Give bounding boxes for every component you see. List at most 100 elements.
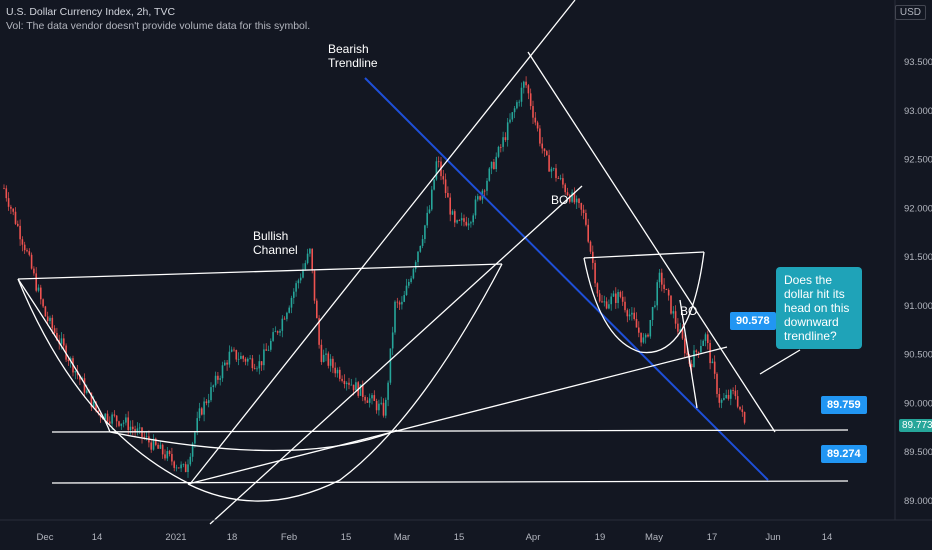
candle-body — [550, 168, 553, 172]
candle-body — [74, 370, 77, 373]
x-tick-label: Feb — [281, 532, 297, 543]
candle-body — [408, 281, 410, 286]
candle-body — [336, 369, 339, 374]
candle-body — [104, 413, 106, 420]
bullish-channel-label: Bullish Channel — [253, 229, 298, 257]
currency-button[interactable]: USD — [894, 5, 926, 20]
candle-body — [398, 302, 401, 305]
candle-body — [686, 353, 688, 355]
candle-body — [495, 156, 497, 170]
candle-body — [562, 178, 564, 185]
price-label-tag-2: 89.759 — [821, 396, 867, 414]
candle-body — [504, 137, 507, 140]
candle-body — [60, 338, 63, 344]
candle-body — [67, 359, 70, 362]
candle-body — [364, 396, 366, 401]
breakout-label-1: BO — [551, 193, 569, 207]
candle-body — [421, 239, 424, 246]
candle-body — [187, 464, 189, 473]
candle-body — [122, 422, 125, 424]
candle-body — [658, 272, 661, 283]
candle-body — [30, 254, 33, 269]
candle-body — [304, 263, 307, 270]
candle-body — [302, 269, 304, 278]
x-tick-label: 18 — [227, 532, 238, 543]
candle-body — [173, 461, 175, 468]
candle-body — [527, 85, 530, 94]
candle-body — [483, 190, 486, 192]
candle-body — [684, 338, 686, 354]
candle-body — [12, 208, 14, 212]
candle-body — [702, 340, 704, 346]
candle-body — [417, 251, 419, 263]
candle-body — [624, 301, 626, 311]
candle-body — [566, 192, 569, 196]
cup-outer-arc — [17, 278, 191, 485]
candle-body — [97, 410, 100, 414]
candle-body — [53, 328, 56, 334]
candle-body — [132, 426, 134, 430]
candle-body — [253, 368, 256, 369]
candle-body — [207, 400, 210, 404]
candle-body — [226, 362, 228, 365]
candle-body — [293, 291, 295, 298]
candle-body — [670, 295, 672, 314]
x-tick-label: Dec — [37, 532, 54, 543]
y-tick-label: 90.500 — [904, 350, 932, 361]
candle-body — [166, 451, 169, 459]
candle-body — [7, 198, 10, 207]
last-price-tag: 89.773 — [899, 419, 932, 432]
candle-body — [198, 408, 201, 419]
candle-body — [35, 273, 37, 291]
x-axis: Dec 14 2021 18 Feb 15 Mar 15 Apr 19 May 17 Jun 14 — [0, 519, 932, 543]
candle-body — [559, 178, 562, 179]
rising-trendline — [187, 346, 728, 485]
callout-line3: head on this — [784, 301, 850, 315]
callout-line5: trendline? — [784, 329, 837, 343]
candle-body — [237, 358, 240, 360]
candle-body — [274, 331, 277, 333]
candle-body — [113, 414, 116, 416]
support-line-89759 — [51, 429, 849, 433]
candle-body — [403, 295, 405, 302]
candle-body — [355, 382, 357, 391]
candle-body — [327, 353, 330, 366]
candle-body — [497, 146, 500, 157]
candle-body — [520, 87, 523, 102]
candle-body — [697, 351, 700, 353]
candle-body — [23, 244, 26, 251]
candle-body — [472, 215, 474, 223]
candle-body — [564, 184, 566, 193]
candle-body — [431, 189, 433, 210]
candle-body — [741, 409, 744, 413]
candle-body — [3, 188, 5, 190]
candle-body — [279, 330, 281, 333]
candle-body — [189, 456, 192, 465]
price-label-tag-3: 89.274 — [821, 445, 867, 463]
support-line-89274 — [51, 480, 849, 484]
candle-body — [690, 363, 693, 368]
candle-body — [410, 278, 412, 282]
candle-body — [575, 198, 578, 203]
candle-body — [267, 349, 270, 351]
x-tick-label: 14 — [92, 532, 103, 543]
candle-body — [295, 283, 297, 292]
candle-body — [17, 223, 19, 226]
candle-body — [235, 349, 238, 360]
candle-body — [541, 143, 543, 149]
candle-body — [529, 93, 532, 107]
x-tick-label: 15 — [341, 532, 352, 543]
candle-body — [297, 280, 300, 284]
candle-body — [115, 415, 118, 422]
candle-body — [569, 195, 571, 202]
candle-body — [175, 467, 178, 469]
candle-body — [352, 384, 355, 391]
symbol-title: U.S. Dollar Currency Index, 2h, TVC — [6, 6, 176, 18]
candle-body — [203, 401, 205, 415]
candle-body — [732, 390, 734, 391]
candle-body — [713, 361, 716, 374]
candle-body — [161, 444, 164, 455]
candle-body — [709, 343, 711, 364]
